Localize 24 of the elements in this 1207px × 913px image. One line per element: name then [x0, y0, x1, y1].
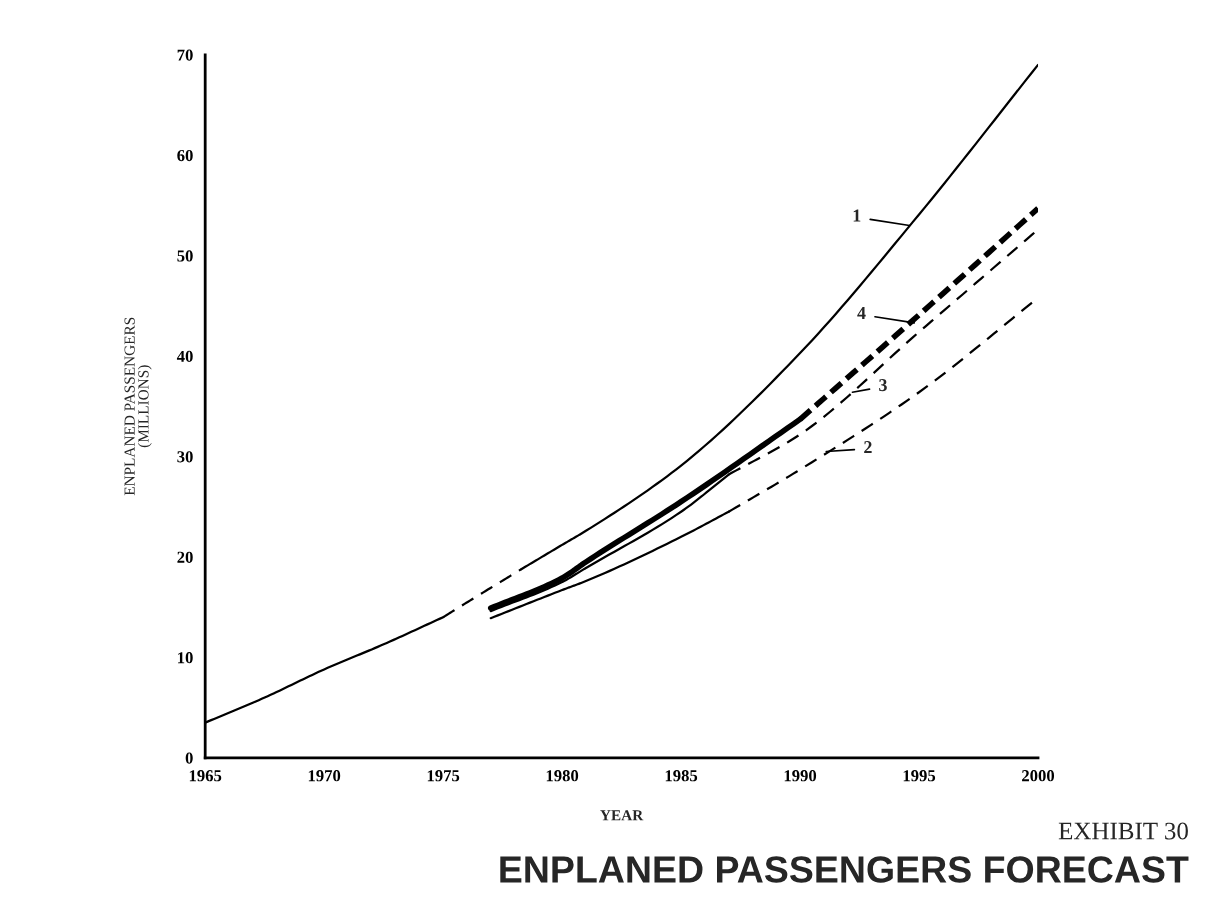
y-tick-label: 10 — [178, 652, 193, 664]
text: ENPLANED PASSENGERS FORECAST — [500, 856, 1189, 883]
y-tick-label: 70 — [177, 49, 193, 61]
text: EXHIBIT 30 — [1058, 822, 1188, 840]
x-tick-label: 2000 — [1022, 770, 1055, 782]
x-tick-label: 1965 — [189, 770, 222, 782]
y-tick-label: 40 — [176, 350, 193, 363]
y-tick-label: 0 — [185, 752, 193, 764]
y-tick-label: 20 — [177, 551, 193, 563]
x-tick-label: 1985 — [665, 770, 698, 782]
y-tick-label: 50 — [177, 250, 193, 262]
x-tick-label: 1995 — [903, 770, 936, 782]
y-tick-label: 60 — [177, 149, 193, 162]
x-tick-label: 1990 — [784, 770, 817, 782]
annotation: 3 — [879, 379, 887, 392]
x-axis-title: YEAR — [600, 810, 644, 821]
y-axis-title: ENPLANED PASSENGERS (MILLIONS) — [124, 317, 152, 496]
x-tick-label: 1980 — [546, 770, 579, 782]
annotation: 1 — [853, 209, 861, 222]
annotation: 4 — [857, 307, 866, 319]
annotation: 2 — [864, 441, 872, 454]
y-tick-label: 30 — [177, 451, 193, 463]
x-tick-label: 1970 — [308, 770, 341, 782]
x-tick-label: 1975 — [427, 770, 460, 782]
